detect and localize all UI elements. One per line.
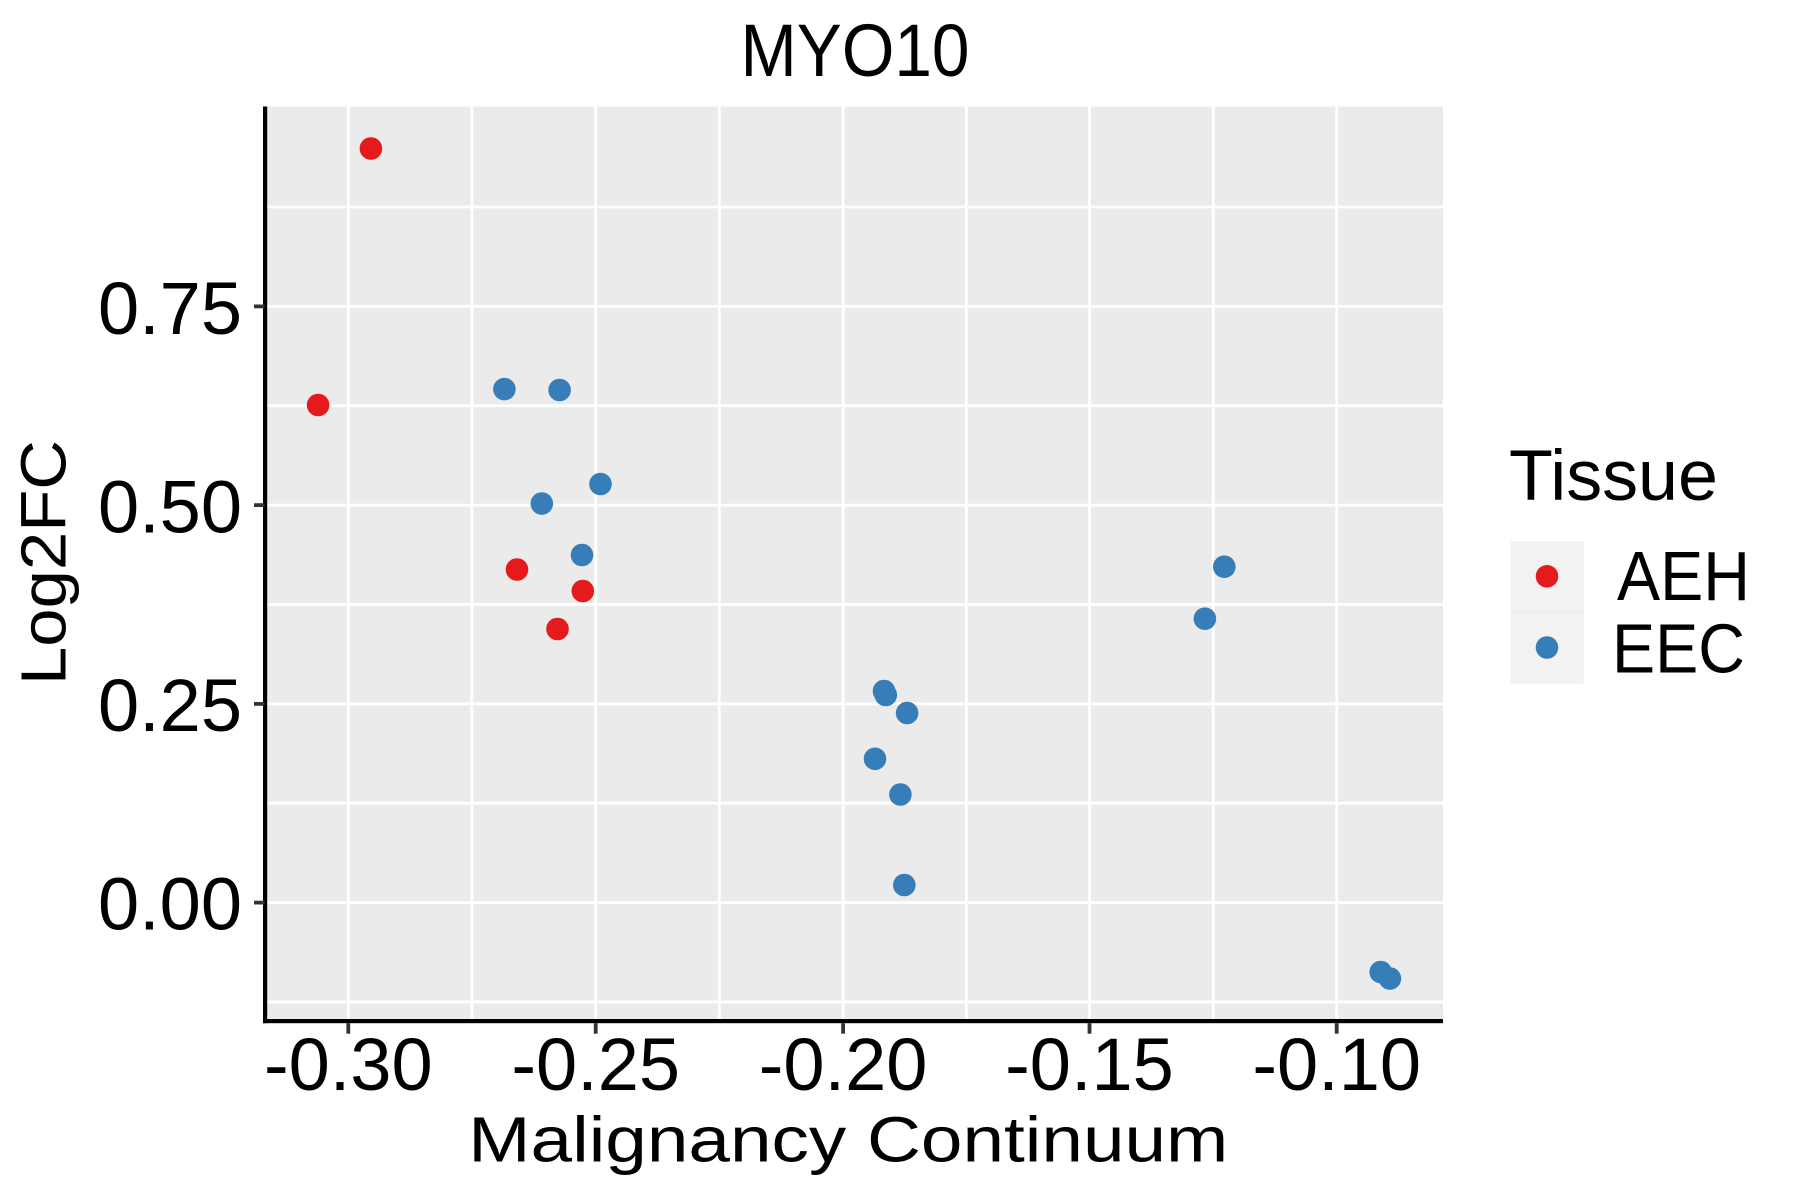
svg-text:0.25: 0.25 — [98, 664, 242, 747]
svg-text:MYO10: MYO10 — [741, 9, 970, 92]
svg-text:EEC: EEC — [1612, 610, 1745, 688]
svg-text:-0.10: -0.10 — [1252, 1023, 1421, 1106]
svg-text:-0.25: -0.25 — [511, 1023, 680, 1106]
svg-text:0.50: 0.50 — [98, 466, 242, 549]
svg-text:0.00: 0.00 — [98, 863, 242, 946]
svg-text:-0.20: -0.20 — [759, 1023, 928, 1106]
svg-text:AEH: AEH — [1617, 537, 1750, 615]
svg-text:-0.15: -0.15 — [1005, 1023, 1174, 1106]
svg-text:Malignancy Continuum: Malignancy Continuum — [468, 1104, 1228, 1176]
svg-text:0.75: 0.75 — [98, 267, 242, 350]
svg-text:Log2FC: Log2FC — [8, 440, 80, 685]
svg-text:Tissue: Tissue — [1509, 437, 1718, 516]
svg-text:-0.30: -0.30 — [264, 1023, 433, 1106]
